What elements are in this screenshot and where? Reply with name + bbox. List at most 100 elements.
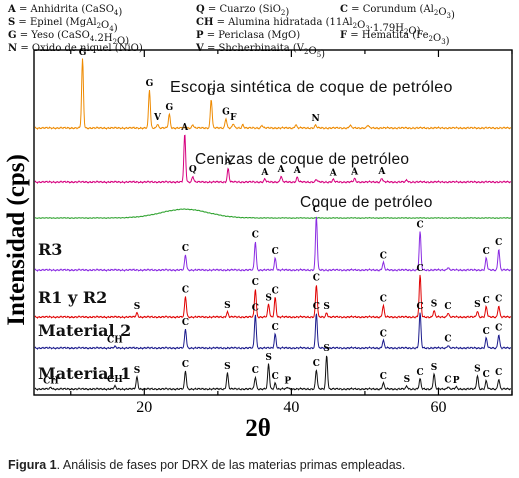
- peak-label-s: S: [134, 366, 141, 376]
- peak-label-s: S: [431, 363, 438, 373]
- peak-label-a: A: [293, 166, 302, 176]
- series-line: [34, 312, 512, 350]
- peak-label-c: C: [313, 302, 320, 312]
- peak-label-ch: CH: [107, 336, 123, 346]
- peak-label-c: C: [380, 372, 387, 382]
- peak-label-s: S: [265, 293, 272, 303]
- peak-label-p: P: [284, 376, 291, 386]
- peak-label-c: C: [483, 296, 490, 306]
- series-line: [34, 58, 512, 130]
- legend-entry-ch: CH = Alumina hidratada (11Al2O3·1.79H2O): [196, 17, 421, 37]
- peak-label-c: C: [272, 286, 279, 296]
- x-axis: 20 40 60: [70, 50, 513, 416]
- peak-label-f: F: [230, 113, 237, 123]
- peak-label-v: V: [153, 113, 162, 123]
- peak-label-c: C: [483, 327, 490, 337]
- peak-label-s: S: [224, 362, 231, 372]
- peak-label-c: C: [380, 295, 387, 305]
- peak-label-a: A: [329, 169, 338, 179]
- legend-code: CH: [196, 17, 213, 28]
- peak-label-g: G: [222, 107, 230, 117]
- peak-label-c: C: [495, 324, 502, 334]
- peak-label-c: C: [313, 205, 320, 215]
- peak-label-s: S: [323, 302, 330, 312]
- peak-label-c: C: [495, 295, 502, 305]
- peak-label-s: S: [134, 302, 141, 312]
- peak-label-s: S: [323, 344, 330, 354]
- legend-code: N: [8, 43, 17, 54]
- legend-code: A: [7, 4, 16, 15]
- x-tick-label: 60: [430, 399, 446, 416]
- peak-label-a: A: [277, 165, 286, 175]
- series-line: [34, 134, 512, 184]
- peak-label-c: C: [416, 264, 423, 274]
- peak-label-a: A: [180, 123, 189, 133]
- series-label: Cenizas de coque de petróleo: [195, 151, 409, 168]
- legend-code: V: [195, 43, 204, 54]
- peak-label-c: C: [182, 244, 189, 254]
- y-axis-title: Intensidad (cps): [3, 154, 30, 326]
- peak-label-c: C: [272, 247, 279, 257]
- legend-code: S: [8, 17, 15, 28]
- series-label: Material 1: [38, 364, 131, 383]
- legend-code: C: [340, 4, 348, 15]
- legend-entry-f: F = Hematita (Fe2O3): [340, 30, 450, 47]
- peak-label-p: P: [453, 376, 460, 386]
- legend-entry-c: C = Corundum (Al2O3): [340, 4, 455, 21]
- x-tick-label: 20: [136, 399, 152, 416]
- series-line: [34, 274, 512, 319]
- peak-label-a: A: [224, 158, 233, 168]
- peak-label-c: C: [416, 221, 423, 231]
- peak-label-c: C: [182, 285, 189, 295]
- peak-label-c: C: [313, 359, 320, 369]
- peak-label-c: C: [444, 376, 451, 386]
- series-line: [34, 355, 512, 391]
- peak-label-c: C: [252, 303, 259, 313]
- peak-label-ch: CH: [43, 376, 59, 386]
- peak-label-a: A: [377, 167, 386, 177]
- series-label: Escoria sintética de coque de petróleo: [170, 79, 453, 96]
- peak-label-c: C: [380, 329, 387, 339]
- legend-entry-s: S = Epinel (MgAl2O4): [8, 17, 118, 34]
- caption-prefix: Figura 1: [8, 458, 57, 472]
- legend-entry-a: A = Anhidrita (CaSO4): [7, 4, 122, 18]
- peak-label-q: Q: [189, 165, 197, 175]
- peak-label-s: S: [404, 375, 411, 385]
- series-coque-de-petroleo: Coque de petróleo: [34, 194, 512, 220]
- legend-entry-g: G = Yeso (CaSO4.2H2O): [8, 30, 129, 47]
- peak-label-a: A: [260, 168, 269, 178]
- phase-legend: A = Anhidrita (CaSO4) Q = Cuarzo (SiO2) C …: [7, 4, 455, 60]
- series-label: R1 y R2: [38, 288, 107, 307]
- legend-code: F: [340, 30, 347, 41]
- peak-label-s: S: [474, 364, 481, 374]
- peak-label-c: C: [483, 370, 490, 380]
- peak-label-c: C: [380, 251, 387, 261]
- peak-label-c: C: [416, 368, 423, 378]
- peak-label-c: C: [272, 372, 279, 382]
- peak-label-s: S: [265, 353, 272, 363]
- peak-label-c: C: [272, 323, 279, 333]
- peak-label-g: G: [165, 103, 173, 113]
- peak-label-g: G: [79, 48, 87, 58]
- series-line: [34, 208, 512, 220]
- peak-label-g: G: [207, 88, 215, 98]
- series-label: Coque de petróleo: [300, 194, 433, 211]
- peak-label-c: C: [444, 334, 451, 344]
- series-line: [34, 216, 512, 272]
- peak-label-c: C: [252, 278, 259, 288]
- legend-entry-n: N = Oxido de niquel (NiO): [8, 43, 143, 54]
- legend-code: Q: [196, 4, 205, 15]
- peak-label-c: C: [252, 230, 259, 240]
- legend-code: G: [8, 30, 17, 41]
- plot-frame: [33, 49, 513, 396]
- x-axis-title: 2θ: [245, 415, 271, 442]
- legend-entry-p: P = Periclasa (MgO): [196, 30, 300, 41]
- peak-label-c: C: [483, 247, 490, 257]
